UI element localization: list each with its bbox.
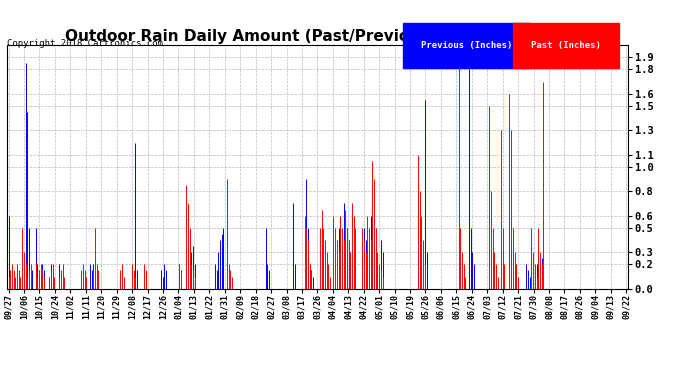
Text: Previous (Inches): Previous (Inches) — [421, 41, 512, 50]
Title: Outdoor Rain Daily Amount (Past/Previous Year) 20180927: Outdoor Rain Daily Amount (Past/Previous… — [65, 29, 570, 44]
Text: Copyright 2018 Cartronics.com: Copyright 2018 Cartronics.com — [7, 39, 163, 48]
Text: Past (Inches): Past (Inches) — [531, 41, 601, 50]
